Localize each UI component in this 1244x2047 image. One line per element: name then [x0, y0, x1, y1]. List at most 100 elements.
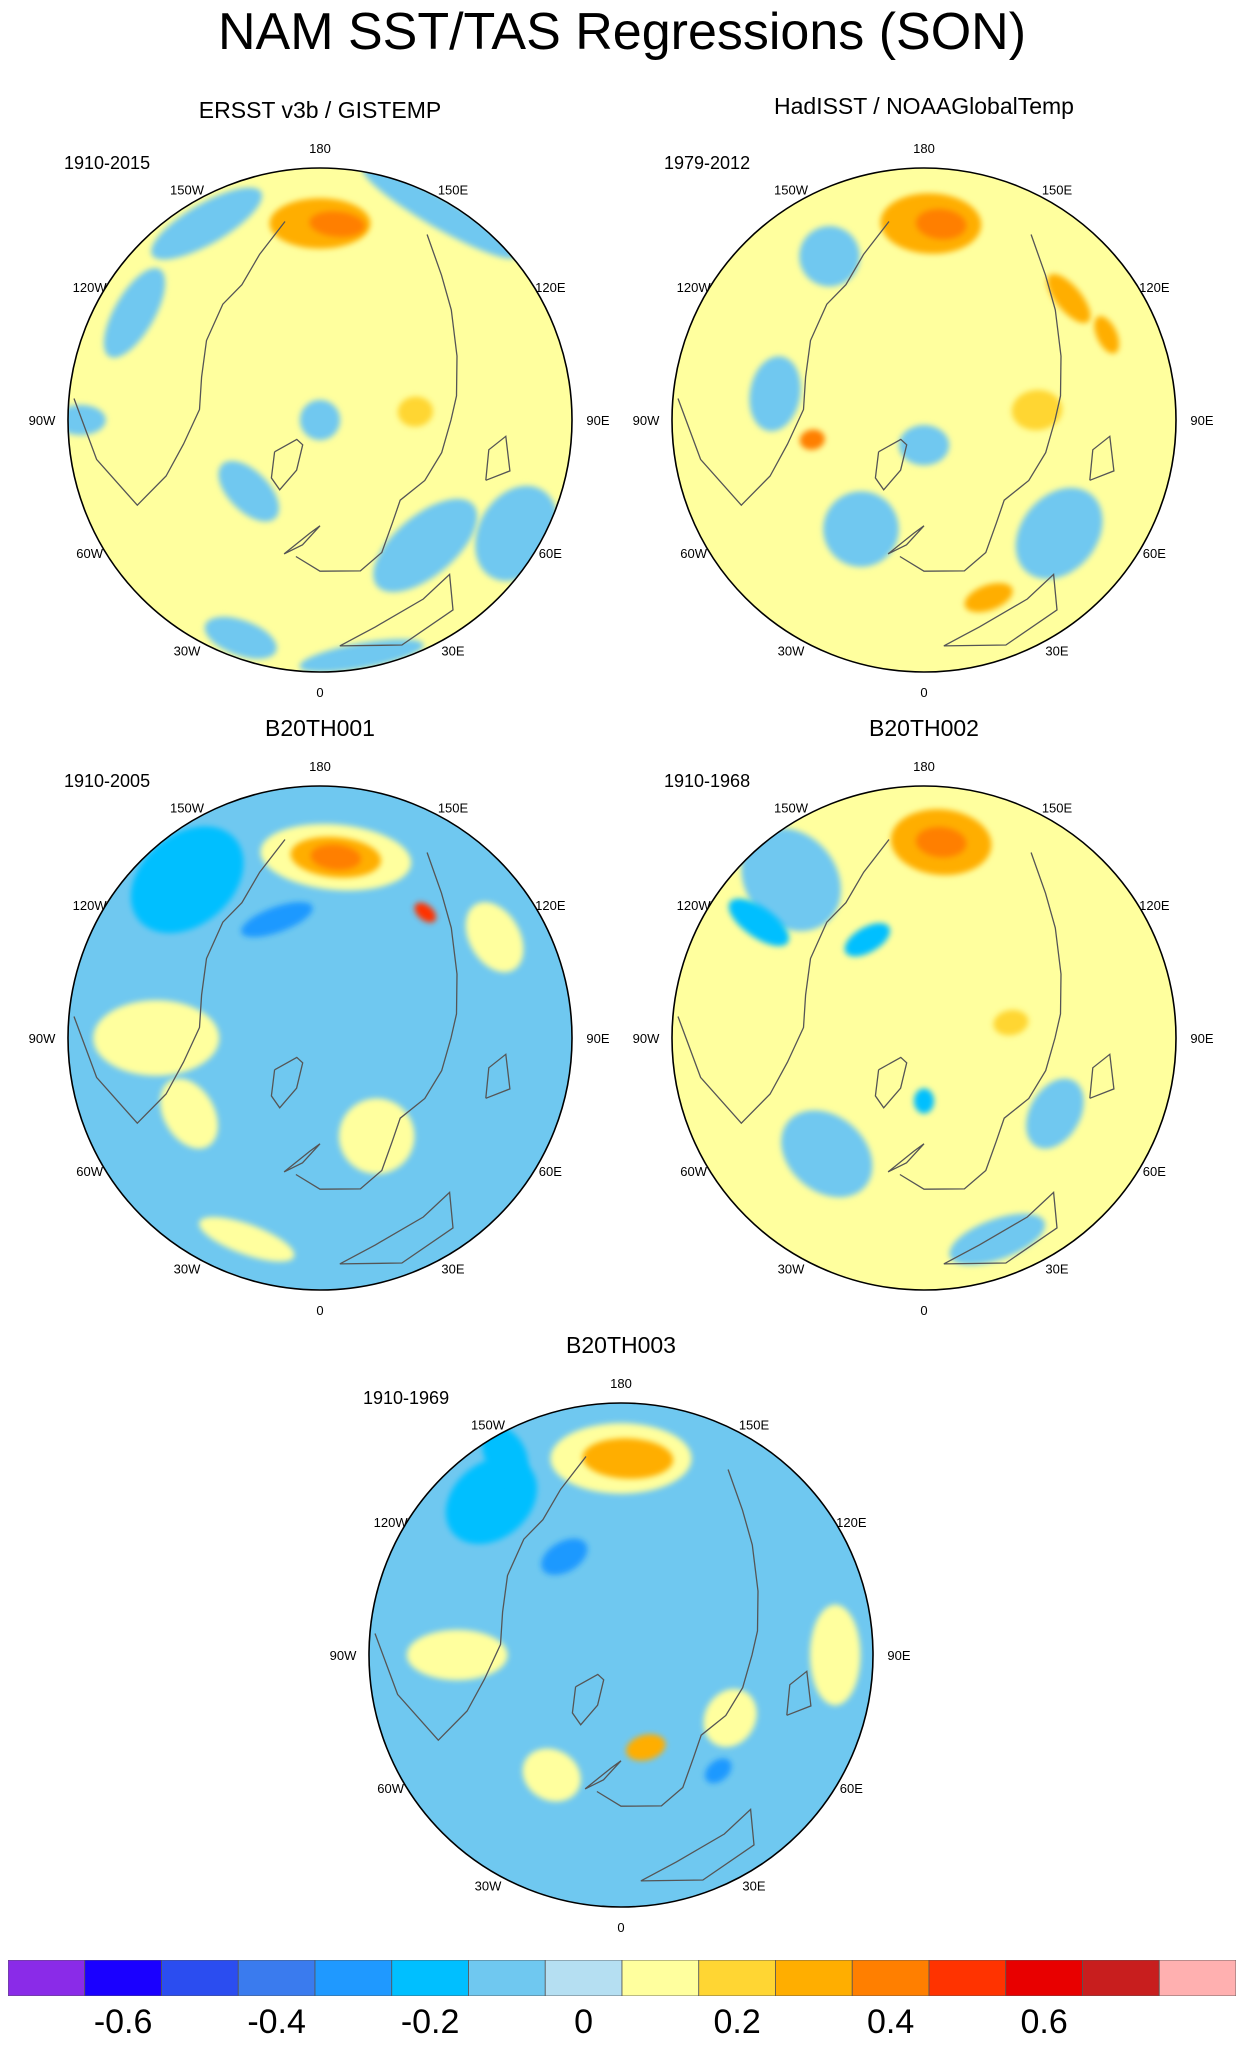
- anomaly-region: [781, 1110, 873, 1198]
- anomaly-region: [844, 923, 891, 957]
- anomaly-region: [362, 168, 517, 259]
- anomaly-region: [915, 208, 967, 240]
- coastline: [73, 221, 286, 507]
- longitude-label: 150W: [471, 1418, 506, 1433]
- anomaly-region: [103, 268, 166, 358]
- colorbar-swatch: [621, 1960, 700, 1996]
- map-panel-hadisst: HadISST / NOAAGlobalTemp 1979-2012 180 15…: [633, 93, 1214, 700]
- anomaly-region: [68, 404, 106, 436]
- anomaly-region: [414, 902, 437, 923]
- longitude-label: 30E: [441, 643, 464, 658]
- longitude-label: 30W: [778, 1261, 805, 1276]
- longitude-label: 0: [920, 1303, 927, 1318]
- longitude-label: 150W: [170, 801, 205, 816]
- colorbar-swatch: [468, 1960, 546, 1996]
- colorbar-swatch: [698, 1960, 776, 1996]
- map-boundary: [67, 167, 573, 673]
- map-field: [68, 786, 572, 1290]
- longitude-label: 0: [920, 685, 927, 700]
- longitude-label: 90W: [633, 413, 660, 428]
- panel-years: 1910-2015: [64, 153, 151, 173]
- longitude-label: 90E: [1190, 413, 1213, 428]
- colorbar-swatch: [928, 1960, 1007, 1996]
- anomaly-region: [397, 396, 434, 427]
- anomaly-region: [626, 1734, 666, 1761]
- colorbar-swatch: [1005, 1960, 1083, 1996]
- coastline: [943, 1191, 1058, 1265]
- colorbar-tick-label: 0.4: [866, 2003, 915, 2041]
- anomaly-region: [1011, 389, 1063, 431]
- anomaly-region: [964, 582, 1013, 613]
- longitude-label: 120E: [1139, 898, 1170, 913]
- colorbar-swatch: [1082, 1960, 1160, 1996]
- anomaly-region: [898, 425, 950, 466]
- longitude-label: 30E: [441, 1261, 464, 1276]
- colorbar-tick-label: -0.2: [400, 2003, 460, 2041]
- anomaly-region: [799, 429, 825, 450]
- longitude-label: 60E: [840, 1781, 863, 1796]
- polar-map: 180 150E 120E 90E 60E 30E 0 30W 60W 90W 120W 150W: [633, 141, 1214, 700]
- panel-years: 1979-2012: [664, 153, 751, 173]
- coastline: [943, 573, 1058, 647]
- anomaly-region: [1015, 487, 1103, 580]
- anomaly-region: [130, 826, 244, 934]
- longitude-label: 60W: [76, 546, 103, 561]
- anomaly-region: [465, 902, 524, 973]
- anomaly-region: [93, 1000, 220, 1076]
- colorbar-tick-labels: -0.6 -0.4 -0.2 0 0.2 0.4 0.6: [0, 2002, 1244, 2046]
- longitude-label: 120W: [73, 280, 108, 295]
- anomaly-region: [541, 1538, 588, 1575]
- longitude-label: 60E: [1143, 546, 1166, 561]
- longitude-label: 180: [610, 1376, 632, 1391]
- anomaly-region: [241, 902, 313, 938]
- map-panel-ersst: ERSST v3b / GISTEMP 1910-2015 180 150E 120…: [29, 96, 610, 700]
- longitude-label: 150E: [1042, 801, 1073, 816]
- longitude-label: 60E: [1143, 1164, 1166, 1179]
- coastline: [899, 234, 1062, 572]
- anomaly-region: [949, 1213, 1046, 1265]
- longitude-label: 150E: [1042, 183, 1073, 198]
- colorbar-swatch: [391, 1960, 469, 1996]
- anomaly-region: [199, 1216, 295, 1262]
- anomaly-region: [299, 399, 341, 441]
- panel-years: 1910-2005: [64, 771, 151, 791]
- longitude-label: 60W: [680, 546, 707, 561]
- anomaly-region: [703, 1688, 757, 1748]
- polar-map: 180 150E 120E 90E 60E 30E 0 30W 60W 90W 120W 150W: [29, 141, 610, 700]
- anomaly-region: [309, 211, 365, 237]
- longitude-label: 120E: [535, 280, 566, 295]
- coastline: [887, 525, 925, 555]
- anomaly-region: [218, 460, 280, 522]
- coastline: [339, 1191, 454, 1265]
- colorbar-tick-label: 0.6: [1020, 2003, 1068, 2041]
- anomaly-region: [299, 639, 424, 672]
- longitude-label: 60E: [539, 1164, 562, 1179]
- coastline: [899, 852, 1062, 1190]
- coastline: [283, 1143, 321, 1173]
- longitude-label: 90W: [29, 413, 56, 428]
- longitude-label: 90E: [586, 1031, 609, 1046]
- panel-title: B20TH002: [869, 715, 979, 741]
- anomaly-region: [522, 1748, 581, 1802]
- anomaly-region: [728, 898, 790, 947]
- longitude-label: 180: [309, 759, 331, 774]
- longitude-label: 30W: [475, 1878, 502, 1893]
- coastline: [295, 234, 458, 572]
- panel-title: B20TH003: [566, 1332, 676, 1358]
- panel-years: 1910-1968: [664, 771, 751, 791]
- anomaly-region: [310, 844, 361, 870]
- longitude-label: 90E: [887, 1648, 910, 1663]
- coastline: [485, 435, 511, 481]
- map-boundary: [368, 1402, 874, 1908]
- coastline: [339, 573, 454, 647]
- anomaly-region: [1047, 273, 1091, 324]
- coastline: [596, 1469, 759, 1807]
- longitude-label: 0: [316, 1303, 323, 1318]
- anomaly-region: [993, 1009, 1029, 1036]
- polar-map: 180 150E 120E 90E 60E 30E 0 30W 60W 90W 120W 150W: [633, 759, 1214, 1318]
- longitude-label: 30E: [742, 1878, 765, 1893]
- longitude-label: 150E: [438, 183, 469, 198]
- colorbar-tick-label: 0: [574, 2003, 594, 2041]
- longitude-label: 180: [913, 759, 935, 774]
- map-field: [68, 168, 572, 672]
